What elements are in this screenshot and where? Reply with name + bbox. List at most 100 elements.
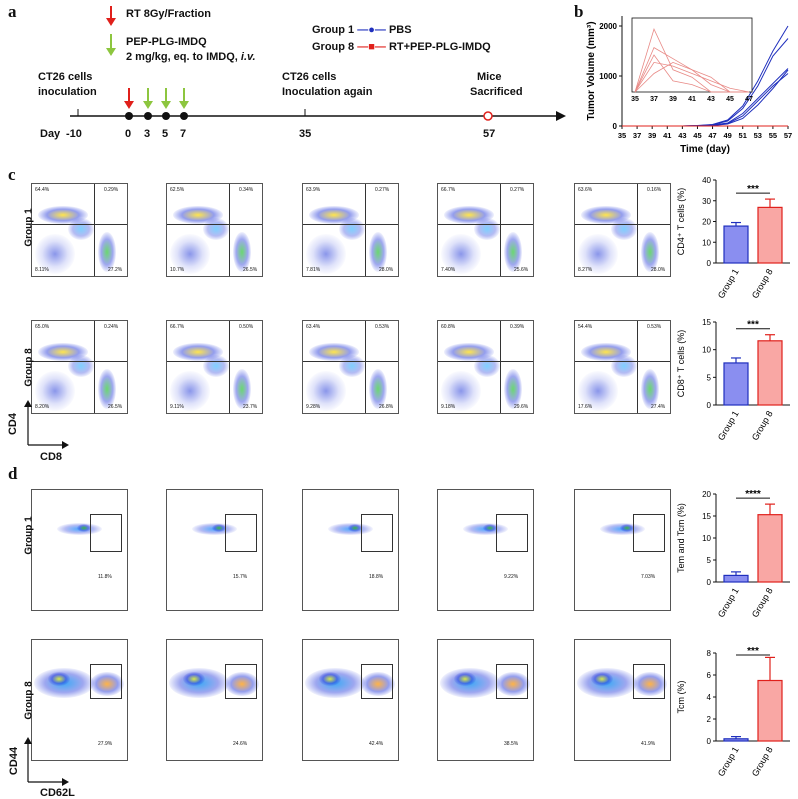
inset-x-tick-label: 35 — [631, 96, 639, 103]
inset-x-tick-label: 39 — [669, 96, 677, 103]
cd4-cd8-flow-plot: 65.0% 0.24% 8.20% 26.5% — [31, 320, 128, 414]
gate-percentage: 41.9% — [641, 741, 656, 747]
x-tick-label: 37 — [633, 131, 641, 140]
y-tick-label: 5 — [707, 556, 712, 565]
inset-x-tick-label: 47 — [745, 96, 753, 103]
quadrant-ll-value: 9.18% — [441, 404, 456, 410]
y-tick-label: 5 — [707, 373, 712, 382]
y-tick-label: 8 — [707, 649, 712, 658]
sacrifice-line1: Mice — [477, 71, 502, 83]
panel-label-d: d — [8, 464, 18, 483]
cd4-cd8-flow-plot: 66.7% 0.27% 7.40% 25.6% — [437, 183, 534, 277]
x-tick-label: 55 — [769, 131, 777, 140]
panel-label-c: c — [8, 165, 16, 184]
density-cluster — [339, 355, 365, 377]
gate-box — [90, 664, 122, 699]
quadrant-lr-value: 26.5% — [108, 404, 123, 410]
quadrant-ll-value: 8.27% — [578, 267, 593, 273]
quadrant-ll-value: 10.7% — [170, 267, 185, 273]
density-cluster — [441, 371, 481, 411]
quadrant-ul-value: 63.4% — [306, 324, 321, 330]
y-tick-label: 0 — [707, 401, 712, 410]
inoculation-1-line2: inoculation — [38, 86, 97, 98]
density-cluster — [306, 234, 346, 274]
density-cluster — [203, 218, 229, 240]
cd4-cd8-flow-plot: 63.4% 0.53% 9.28% 26.8% — [302, 320, 399, 414]
density-cluster — [620, 524, 634, 532]
row-label-group1: Group 1 — [23, 516, 35, 555]
quadrant-ul-value: 63.9% — [306, 187, 321, 193]
tem-tcm-bar-chart: 0 5 10 15 20 Tem and Tcm (%) Group 1 Group 8 ***… — [676, 489, 790, 619]
category-label: Group 8 — [750, 267, 775, 300]
day-tick: 5 — [162, 128, 169, 140]
inoculation-1-line1: CT26 cells — [38, 71, 93, 83]
density-cluster — [441, 234, 481, 274]
drug-dose: 2 mg/kg, eq. to IMDQ, i.v. — [126, 51, 256, 63]
y-axis-title: CD8⁺ T cells (%) — [676, 330, 686, 397]
inset-frame — [631, 17, 753, 93]
cd44-cd62l-flow-plot: 7.03% — [574, 489, 671, 611]
quadrant-lr-value: 27.2% — [108, 267, 123, 273]
y-axis-title: CD4⁺ T cells (%) — [676, 188, 686, 255]
y-tick-label: 20 — [702, 490, 711, 499]
cd4-cd8-flow-plot: 63.6% 0.16% 8.27% 28.0% — [574, 183, 671, 277]
density-cluster — [454, 672, 476, 686]
cd44-cd62l-flow-plot: 41.9% — [574, 639, 671, 761]
cd8-bar-chart: 0 5 10 15 CD8⁺ T cells (%) Group 1 Group 8 *** — [676, 318, 790, 442]
inset-series-line — [634, 61, 750, 93]
bar — [757, 514, 783, 583]
cd44-cd62l-flow-plot: 15.7% — [166, 489, 263, 611]
gate-box — [225, 514, 257, 552]
density-cluster — [348, 524, 362, 532]
axis-label-cd8: CD8 — [40, 451, 63, 463]
quadrant-ll-value: 8.11% — [35, 267, 49, 273]
density-cluster — [233, 232, 251, 272]
legend-group8: Group 8 —■— RT+PEP-PLG-IMDQ — [312, 41, 491, 53]
bar — [757, 340, 783, 406]
quadrant-ur-value: 0.50% — [239, 324, 254, 330]
cd44-cd62l-flow-plot: 27.9% — [31, 639, 128, 761]
y-tick-label: 0 — [707, 737, 712, 746]
cd4-cd8-flow-plot: 66.7% 0.50% 9.11% 23.7% — [166, 320, 263, 414]
timeline-graphic — [70, 6, 566, 121]
drug-label: PEP-PLG-IMDQ — [126, 36, 207, 48]
significance-marker: **** — [745, 489, 761, 500]
category-label: Group 8 — [750, 586, 775, 619]
quadrant-ur-value: 0.16% — [647, 187, 662, 193]
row-label-group8: Group 8 — [23, 681, 35, 720]
x-tick-label: 49 — [723, 131, 731, 140]
category-label: Group 8 — [750, 745, 775, 778]
gate-percentage: 7.03% — [641, 574, 656, 580]
cd4-cd8-flow-plot: 60.8% 0.39% 9.18% 29.6% — [437, 320, 534, 414]
density-cluster — [68, 355, 94, 377]
x-tick-label: 41 — [663, 131, 671, 140]
gate-box — [496, 664, 528, 699]
gate-percentage: 15.7% — [233, 574, 248, 580]
density-cluster — [225, 672, 259, 696]
quadrant-ul-value: 62.5% — [170, 187, 185, 193]
x-axis-title: Time (day) — [680, 144, 730, 155]
quadrant-ll-value: 9.28% — [306, 404, 321, 410]
cd4-cd8-flow-plot: 62.5% 0.34% 10.7% 26.5% — [166, 183, 263, 277]
gate-box — [361, 664, 393, 699]
quadrant-lr-value: 25.6% — [514, 267, 529, 273]
density-cluster — [641, 232, 659, 272]
gate-percentage: 18.8% — [369, 574, 384, 580]
x-tick-label: 51 — [739, 131, 747, 140]
x-tick-label: 53 — [754, 131, 762, 140]
quadrant-ul-value: 66.7% — [170, 324, 185, 330]
y-axis-title: Tcm (%) — [676, 681, 686, 714]
quadrant-ur-value: 0.53% — [647, 324, 662, 330]
quadrant-ul-value: 66.7% — [441, 187, 456, 193]
density-cluster — [77, 524, 91, 532]
category-label: Group 1 — [716, 745, 741, 778]
x-tick-label: 35 — [618, 131, 626, 140]
bar — [757, 679, 783, 742]
quadrant-lr-value: 28.0% — [651, 267, 666, 273]
significance-marker: *** — [747, 646, 759, 657]
x-tick-label: 47 — [708, 131, 716, 140]
category-label: Group 1 — [716, 267, 741, 300]
legend-group1: Group 1 —●— PBS — [312, 24, 412, 36]
quadrant-lr-value: 28.0% — [379, 267, 394, 273]
density-cluster — [496, 672, 530, 696]
